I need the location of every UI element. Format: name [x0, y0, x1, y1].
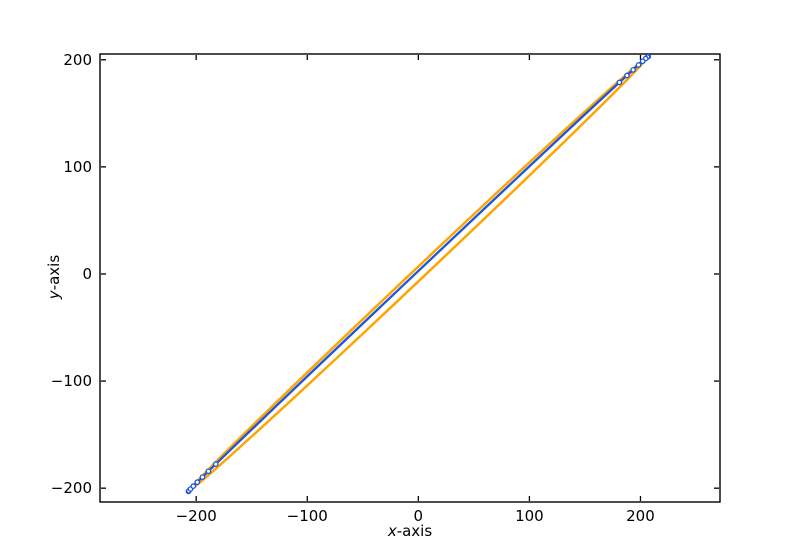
data-point-marker — [194, 479, 201, 485]
data-point-marker — [639, 58, 646, 65]
blue-trajectory-line — [187, 55, 650, 493]
orange-envelope-curve — [189, 57, 648, 491]
x-tick-label: 0 — [414, 507, 424, 525]
y-tick-label: 200 — [63, 51, 92, 69]
data-point-marker — [199, 474, 206, 480]
y-tick-label: 100 — [63, 158, 92, 176]
plot-frame — [99, 53, 721, 503]
plot-series — [185, 53, 652, 495]
x-tick-label: −100 — [287, 507, 328, 525]
axis-ticks: −200 −100 0 100 200 −200 −100 0 100 200 — [51, 51, 719, 525]
data-point-marker — [635, 62, 642, 68]
x-tick-label: 200 — [626, 507, 655, 525]
y-tick-label: 0 — [82, 265, 92, 283]
data-point-marker — [190, 483, 197, 489]
data-point-marker — [212, 461, 219, 467]
data-point-marker — [205, 468, 212, 475]
x-tick-label: 100 — [515, 507, 544, 525]
y-axis-label: y-axis — [45, 255, 63, 301]
data-point-marker — [616, 79, 623, 86]
x-axis-label: x-axis — [387, 522, 433, 540]
data-point-marker — [630, 66, 636, 73]
y-tick-label: −100 — [51, 372, 92, 390]
x-tick-label: −200 — [176, 507, 217, 525]
data-point-marker — [624, 72, 630, 79]
y-tick-label: −200 — [51, 479, 92, 497]
